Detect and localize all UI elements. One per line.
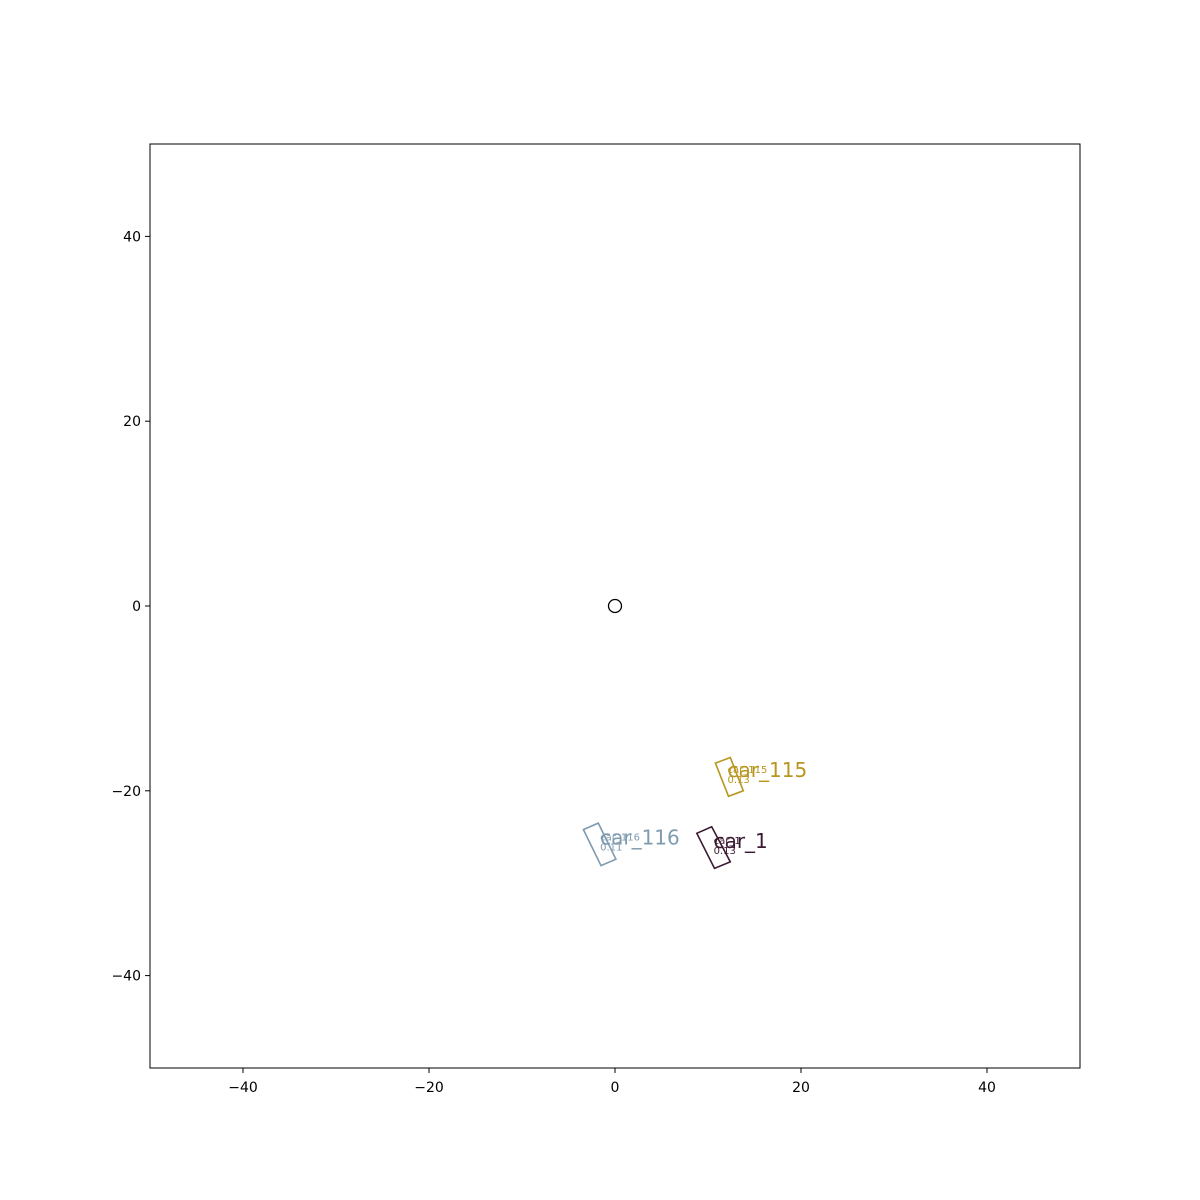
object-small-label: car_116 [600, 832, 640, 843]
ego-marker [607, 598, 623, 614]
x-tick-label: 20 [792, 1080, 810, 1096]
x-tick-label: 40 [978, 1080, 996, 1096]
object-score: 0.13 [714, 846, 736, 857]
bounding-box [695, 825, 732, 870]
y-tick-label: 40 [123, 229, 141, 245]
y-tick-label: 20 [123, 414, 141, 430]
x-tick-label: 0 [611, 1080, 620, 1096]
y-tick-label: 0 [132, 599, 141, 615]
x-axis: −40 −20 0 20 40 [228, 1068, 996, 1096]
object-label: car_116 [600, 825, 680, 849]
y-tick-label: −20 [111, 784, 141, 800]
plot-area [150, 144, 1080, 1068]
object-label: car_1 [714, 829, 768, 853]
y-axis: 40 20 0 −20 −40 [111, 229, 150, 985]
bounding-box [714, 756, 745, 798]
ego-layer [607, 598, 623, 614]
y-tick-label: −40 [111, 969, 141, 985]
object-label: car_115 [728, 758, 808, 782]
bounding-box [582, 822, 617, 867]
object-score: 0.11 [600, 842, 622, 853]
x-tick-label: −40 [228, 1080, 258, 1096]
object-small-label: car_1 [714, 836, 741, 847]
object-score: 0.13 [728, 775, 750, 786]
x-tick-label: −20 [414, 1080, 444, 1096]
object-small-label: car_115 [728, 765, 768, 776]
